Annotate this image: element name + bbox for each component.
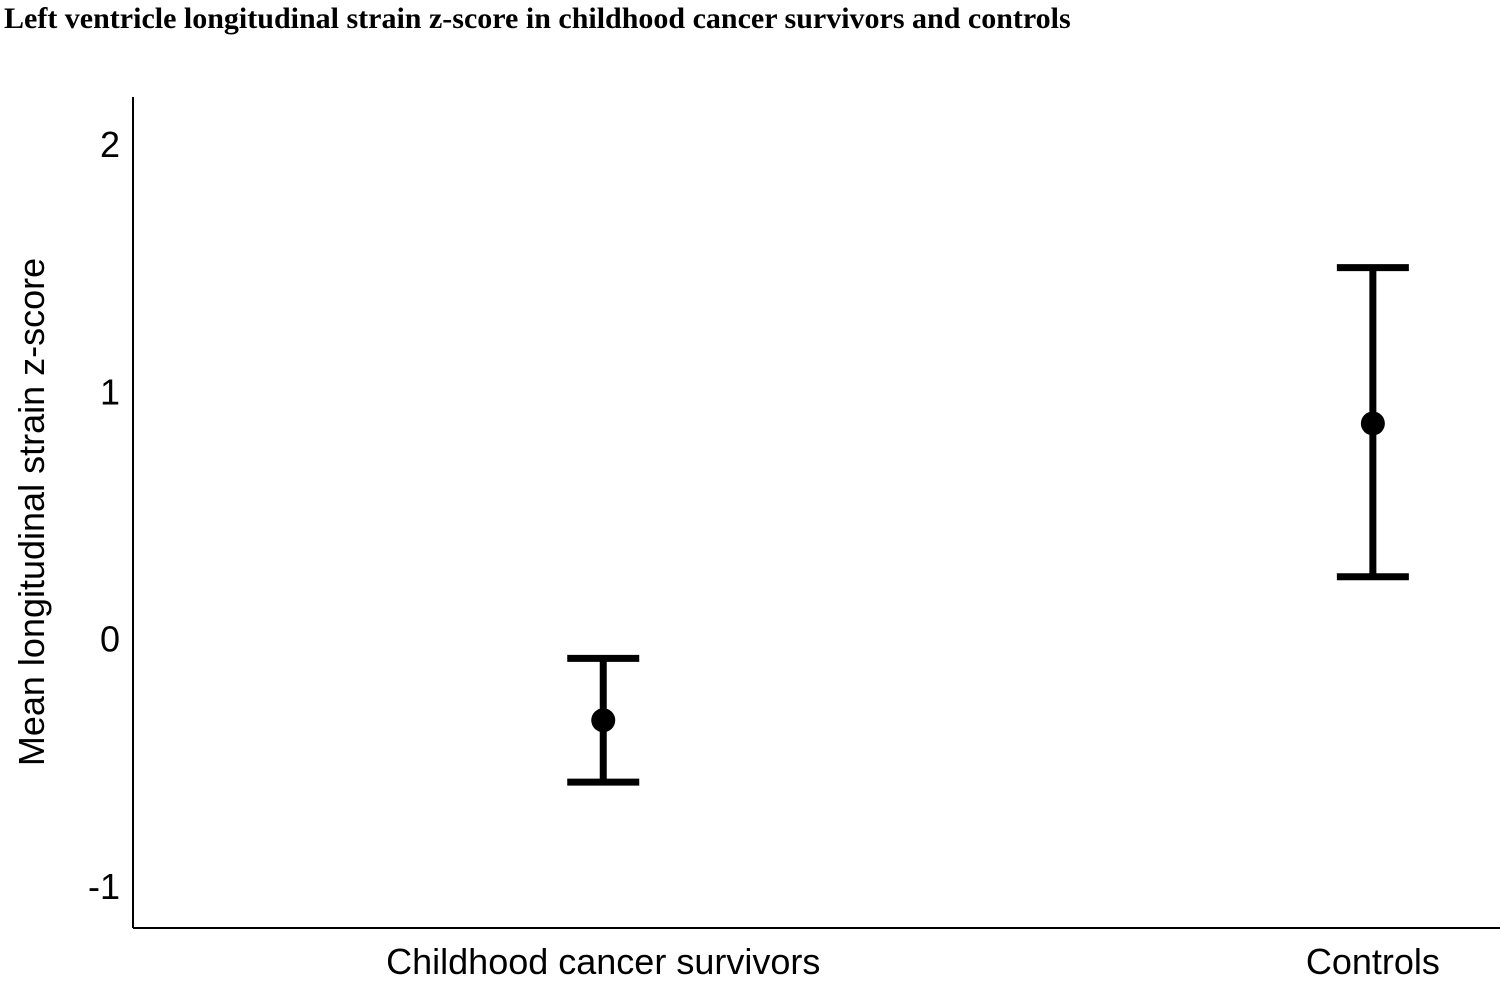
y-tick-label: 2 — [100, 124, 120, 165]
y-tick-label: 0 — [100, 619, 120, 660]
x-tick-label: Controls — [1306, 941, 1440, 982]
y-tick-label: 1 — [100, 371, 120, 412]
chart-title: Left ventricle longitudinal strain z-sco… — [4, 2, 1071, 35]
mean-point — [591, 708, 616, 733]
y-axis-label: Mean longitudinal strain z-score — [11, 258, 52, 766]
y-tick-label: -1 — [88, 866, 120, 907]
mean-point — [1360, 411, 1385, 436]
x-tick-label: Childhood cancer survivors — [386, 941, 820, 982]
